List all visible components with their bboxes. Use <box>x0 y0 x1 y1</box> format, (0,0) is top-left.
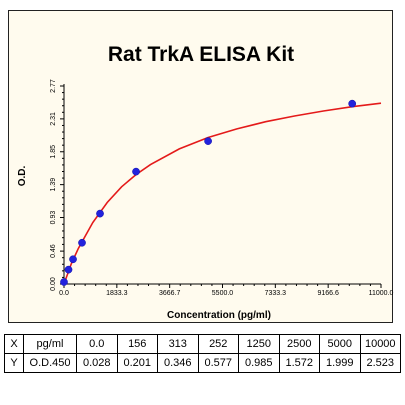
x-tick-label: 3666.7 <box>159 290 181 297</box>
table-cell: 0.985 <box>238 353 280 373</box>
plot-layer: 0.0 1833.3 3666.7 5500.0 7333.3 9166.6 11000.0… <box>50 79 393 297</box>
data-point <box>204 137 212 145</box>
y-tick-label: 2.31 <box>50 112 57 126</box>
data-point <box>64 265 73 274</box>
y-tick-label: 2.77 <box>50 79 57 93</box>
table-cell: 10000 <box>359 334 401 354</box>
x-tick-label: 9166.6 <box>317 290 339 297</box>
x-tick-label: 7333.3 <box>265 290 287 297</box>
table-row-header: X <box>4 334 24 354</box>
table-unit-cell: pg/ml <box>23 334 77 354</box>
table-cell: 0.577 <box>197 353 239 373</box>
table-cell: 1.999 <box>319 353 361 373</box>
data-point <box>78 238 86 247</box>
table-cell: 5000 <box>319 334 361 354</box>
table-cell: 2500 <box>278 334 320 354</box>
table-cell: 0.0 <box>76 334 118 354</box>
data-point <box>348 99 357 108</box>
y-tick-label: 0.46 <box>50 244 57 258</box>
data-point <box>60 278 68 286</box>
x-tick-label: 5500.0 <box>212 290 234 297</box>
table-cell: 156 <box>116 334 158 354</box>
x-tick-label: 1833.3 <box>106 290 128 297</box>
table-row: Y O.D.450 0.028 0.201 0.346 0.577 0.985 1.572 1.… <box>4 353 401 373</box>
table-cell: 2.523 <box>359 353 401 373</box>
data-point <box>69 255 77 264</box>
data-point <box>96 209 104 218</box>
table-cell: 1250 <box>238 334 280 354</box>
table-unit-cell: O.D.450 <box>23 353 77 373</box>
y-tick-label: 0.00 <box>50 277 57 291</box>
table-cell: 252 <box>197 334 239 354</box>
table-cell: 0.346 <box>157 353 199 373</box>
x-tick-label: 0.0 <box>59 290 69 297</box>
table-row-header: Y <box>4 353 24 373</box>
chart-frame: Rat TrkA ELISA Kit Concentration (pg/ml)… <box>8 10 393 323</box>
table-cell: 0.028 <box>76 353 118 373</box>
table-cell: 313 <box>157 334 199 354</box>
chart-svg: Rat TrkA ELISA Kit Concentration (pg/ml)… <box>17 43 393 321</box>
y-tick-label: 1.85 <box>50 145 57 159</box>
table-cell: 1.572 <box>278 353 320 373</box>
y-tick-label: 0.93 <box>50 211 57 225</box>
x-axis-label: Concentration (pg/ml) <box>167 310 271 321</box>
table-cell: 0.201 <box>116 353 158 373</box>
fitted-curve <box>63 102 382 285</box>
x-tick-label: 11000.0 <box>369 290 394 297</box>
data-point <box>132 167 140 176</box>
y-tick-label: 1.39 <box>50 178 57 192</box>
chart-title: Rat TrkA ELISA Kit <box>108 43 294 66</box>
y-axis-label: O.D. <box>17 166 28 187</box>
